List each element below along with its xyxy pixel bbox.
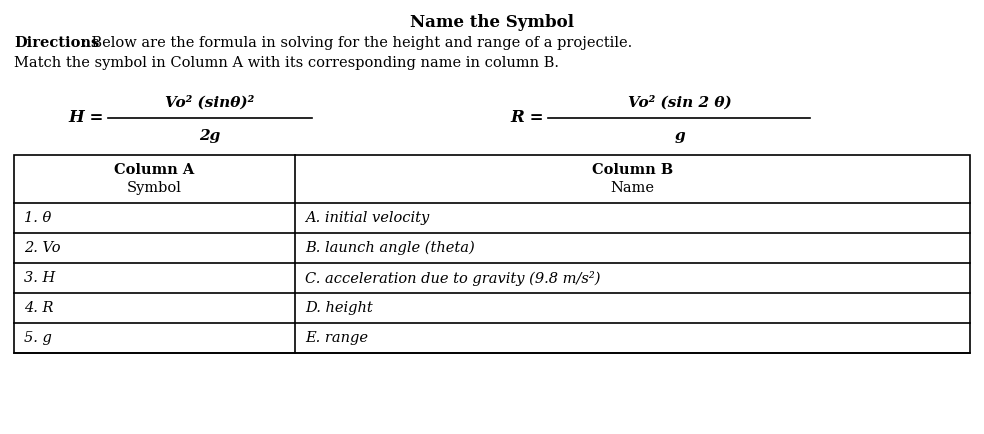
Text: Symbol: Symbol [127, 181, 182, 195]
Text: D. height: D. height [305, 301, 373, 315]
Text: 1. θ: 1. θ [24, 211, 51, 225]
Text: C. acceleration due to gravity (9.8 m/s²): C. acceleration due to gravity (9.8 m/s²… [305, 270, 600, 286]
Text: Column B: Column B [592, 163, 673, 177]
Text: 3. H: 3. H [24, 271, 55, 285]
Text: 2. Vo: 2. Vo [24, 241, 60, 255]
Text: Vo² (sin 2 θ): Vo² (sin 2 θ) [628, 95, 732, 109]
Text: H =: H = [68, 109, 103, 126]
Text: 2g: 2g [200, 129, 220, 143]
Text: 5. g: 5. g [24, 331, 52, 345]
Text: A. initial velocity: A. initial velocity [305, 211, 429, 225]
Text: Name: Name [610, 181, 654, 195]
Bar [14, 155, 970, 353]
Text: R =: R = [510, 109, 543, 126]
Text: : Below are the formula in solving for the height and range of a projectile.: : Below are the formula in solving for t… [82, 36, 633, 50]
Text: Vo² (sinθ)²: Vo² (sinθ)² [165, 95, 255, 109]
Text: Column A: Column A [114, 163, 195, 177]
Text: Name the Symbol: Name the Symbol [410, 14, 574, 31]
Text: 4. R: 4. R [24, 301, 53, 315]
Text: E. range: E. range [305, 331, 368, 345]
Text: g: g [675, 129, 685, 143]
Text: Directions: Directions [14, 36, 99, 50]
Text: Match the symbol in Column A with its corresponding name in column B.: Match the symbol in Column A with its co… [14, 56, 559, 70]
Text: B. launch angle (theta): B. launch angle (theta) [305, 241, 474, 255]
